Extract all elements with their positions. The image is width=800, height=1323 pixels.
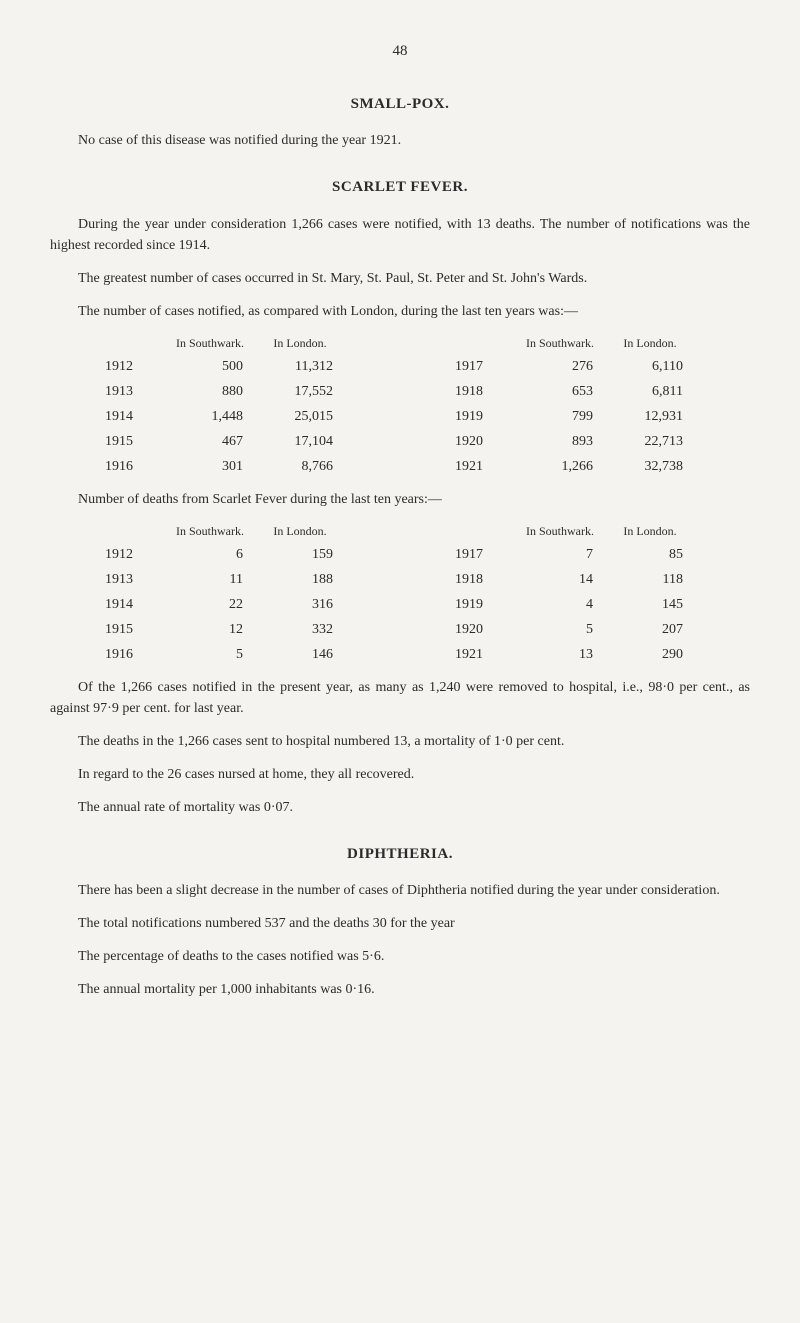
table-cell: 653 <box>515 381 605 402</box>
scarlet-deaths-left: In Southwark. In London. 1912 6 159 1913… <box>105 522 345 665</box>
table-cell: 1921 <box>455 644 515 665</box>
table-cell: 11,312 <box>255 356 345 377</box>
table-cell: 1916 <box>105 456 165 477</box>
table-cell: 1912 <box>105 356 165 377</box>
table-cell: 6 <box>165 544 255 565</box>
scarlet-p4: Number of deaths from Scarlet Fever duri… <box>50 489 750 510</box>
table-cell: 1915 <box>105 619 165 640</box>
table-cell: 1920 <box>455 431 515 452</box>
table-cell: 799 <box>515 406 605 427</box>
table-cell: 1917 <box>455 544 515 565</box>
scarlet-p2: The greatest number of cases occurred in… <box>50 268 750 289</box>
table-cell: 500 <box>165 356 255 377</box>
smallpox-p1: No case of this disease was notified dur… <box>50 130 750 151</box>
table-header <box>455 334 515 352</box>
table-cell: 22,713 <box>605 431 695 452</box>
table-cell: 893 <box>515 431 605 452</box>
table-cell: 5 <box>165 644 255 665</box>
table-cell: 290 <box>605 644 695 665</box>
table-cell: 17,552 <box>255 381 345 402</box>
table-cell: 159 <box>255 544 345 565</box>
scarlet-cases-left: In Southwark. In London. 1912 500 11,312… <box>105 334 345 477</box>
table-cell: 1916 <box>105 644 165 665</box>
scarlet-p3: The number of cases notified, as compare… <box>50 301 750 322</box>
table-cell: 22 <box>165 594 255 615</box>
table-cell: 8,766 <box>255 456 345 477</box>
table-cell: 1919 <box>455 594 515 615</box>
table-cell: 1912 <box>105 544 165 565</box>
scarlet-deaths-right: In Southwark. In London. 1917 7 85 1918 … <box>455 522 695 665</box>
table-cell: 25,015 <box>255 406 345 427</box>
table-header: In London. <box>255 334 345 352</box>
table-cell: 118 <box>605 569 695 590</box>
table-cell: 1914 <box>105 406 165 427</box>
scarlet-p5: Of the 1,266 cases notified in the prese… <box>50 677 750 719</box>
table-cell: 85 <box>605 544 695 565</box>
table-cell: 6,110 <box>605 356 695 377</box>
table-cell: 17,104 <box>255 431 345 452</box>
table-cell: 467 <box>165 431 255 452</box>
table-cell: 316 <box>255 594 345 615</box>
table-cell: 13 <box>515 644 605 665</box>
table-cell: 1915 <box>105 431 165 452</box>
table-cell: 1914 <box>105 594 165 615</box>
scarlet-p6: The deaths in the 1,266 cases sent to ho… <box>50 731 750 752</box>
table-header: In London. <box>605 334 695 352</box>
table-cell: 1921 <box>455 456 515 477</box>
table-cell: 5 <box>515 619 605 640</box>
table-header: In London. <box>605 522 695 540</box>
table-cell: 276 <box>515 356 605 377</box>
table-cell: 1,266 <box>515 456 605 477</box>
table-cell: 145 <box>605 594 695 615</box>
table-cell: 188 <box>255 569 345 590</box>
diphtheria-p4: The annual mortality per 1,000 inhabitan… <box>50 979 750 1000</box>
table-header <box>455 522 515 540</box>
table-header: In Southwark. <box>515 522 605 540</box>
table-cell: 11 <box>165 569 255 590</box>
table-cell: 7 <box>515 544 605 565</box>
table-cell: 332 <box>255 619 345 640</box>
table-cell: 32,738 <box>605 456 695 477</box>
scarlet-p7: In regard to the 26 cases nursed at home… <box>50 764 750 785</box>
scarlet-cases-table: In Southwark. In London. 1912 500 11,312… <box>50 334 750 477</box>
table-header: In Southwark. <box>165 522 255 540</box>
scarlet-p8: The annual rate of mortality was 0·07. <box>50 797 750 818</box>
table-cell: 1920 <box>455 619 515 640</box>
table-cell: 1917 <box>455 356 515 377</box>
table-cell: 12 <box>165 619 255 640</box>
scarlet-deaths-table: In Southwark. In London. 1912 6 159 1913… <box>50 522 750 665</box>
table-cell: 1918 <box>455 381 515 402</box>
table-cell: 146 <box>255 644 345 665</box>
smallpox-heading: SMALL-POX. <box>50 93 750 116</box>
table-cell: 1919 <box>455 406 515 427</box>
table-header <box>105 334 165 352</box>
table-cell: 14 <box>515 569 605 590</box>
table-header: In London. <box>255 522 345 540</box>
diphtheria-heading: DIPHTHERIA. <box>50 843 750 866</box>
table-cell: 207 <box>605 619 695 640</box>
diphtheria-p1: There has been a slight decrease in the … <box>50 880 750 901</box>
scarlet-cases-right: In Southwark. In London. 1917 276 6,110 … <box>455 334 695 477</box>
scarlet-p1: During the year under consideration 1,26… <box>50 214 750 256</box>
table-cell: 4 <box>515 594 605 615</box>
table-header: In Southwark. <box>515 334 605 352</box>
scarlet-heading: SCARLET FEVER. <box>50 176 750 199</box>
table-header: In Southwark. <box>165 334 255 352</box>
table-cell: 1,448 <box>165 406 255 427</box>
diphtheria-p3: The percentage of deaths to the cases no… <box>50 946 750 967</box>
diphtheria-p2: The total notifications numbered 537 and… <box>50 913 750 934</box>
table-cell: 6,811 <box>605 381 695 402</box>
table-header <box>105 522 165 540</box>
table-cell: 1913 <box>105 381 165 402</box>
table-cell: 301 <box>165 456 255 477</box>
table-cell: 880 <box>165 381 255 402</box>
page-number: 48 <box>50 40 750 63</box>
table-cell: 1918 <box>455 569 515 590</box>
table-cell: 1913 <box>105 569 165 590</box>
table-cell: 12,931 <box>605 406 695 427</box>
